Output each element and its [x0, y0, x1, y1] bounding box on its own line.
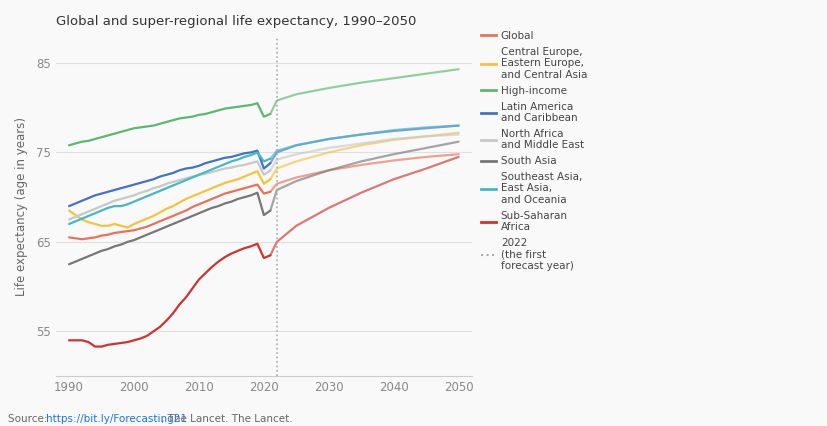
Legend: Global, Central Europe,
Eastern Europe,
and Central Asia, High-income, Latin Ame: Global, Central Europe, Eastern Europe, …	[480, 31, 586, 271]
Text: Source:: Source:	[8, 414, 51, 424]
Text: Global and super-regional life expectancy, 1990–2050: Global and super-regional life expectanc…	[56, 15, 416, 28]
Text: , The Lancet. The Lancet.: , The Lancet. The Lancet.	[161, 414, 293, 424]
Text: https://bit.ly/Forecasting21: https://bit.ly/Forecasting21	[45, 414, 186, 424]
Y-axis label: Life expectancy (age in years): Life expectancy (age in years)	[15, 117, 28, 296]
